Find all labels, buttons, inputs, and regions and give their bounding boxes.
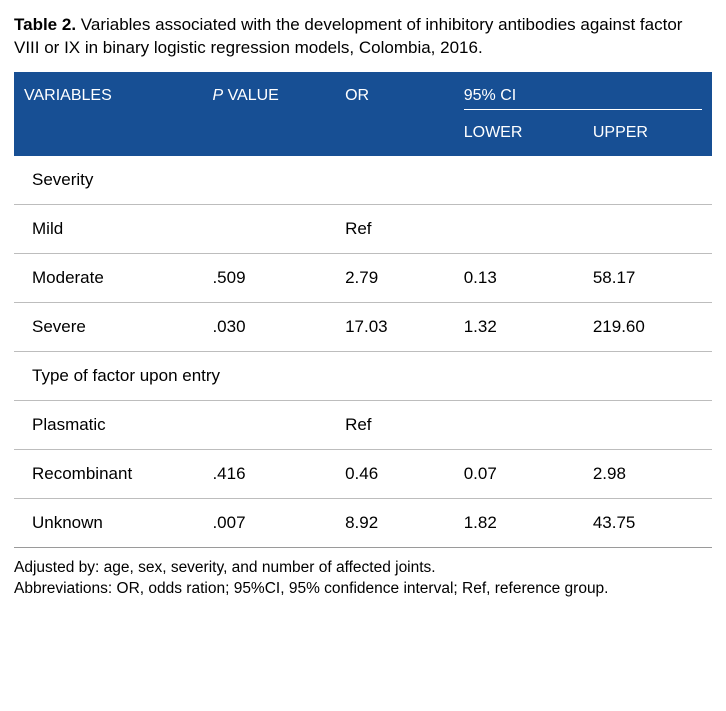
table-footnote: Adjusted by: age, sex, severity, and num… bbox=[14, 558, 712, 600]
footnote-line2: Abbreviations: OR, odds ration; 95%CI, 9… bbox=[14, 579, 712, 600]
table-container: VARIABLES P VALUE OR 95% CI LOWER UPPER … bbox=[14, 72, 712, 548]
cell-lo: 1.32 bbox=[454, 302, 583, 351]
cell-p: .416 bbox=[202, 449, 335, 498]
cell-p: .007 bbox=[202, 498, 335, 547]
caption-label: Table 2. bbox=[14, 15, 76, 34]
cell-variable: Plasmatic bbox=[14, 400, 202, 449]
table-caption: Table 2. Variables associated with the d… bbox=[14, 14, 712, 60]
table-row: Recombinant.4160.460.072.98 bbox=[14, 449, 712, 498]
cell-p bbox=[202, 400, 335, 449]
cell-variable: Unknown bbox=[14, 498, 202, 547]
cell-variable: Moderate bbox=[14, 253, 202, 302]
col-or: OR bbox=[335, 73, 454, 156]
col-pvalue: P VALUE bbox=[202, 73, 335, 156]
cell-variable: Recombinant bbox=[14, 449, 202, 498]
table-row: Mild Ref bbox=[14, 204, 712, 253]
cell-lo: 0.07 bbox=[454, 449, 583, 498]
cell-or: 2.79 bbox=[335, 253, 454, 302]
ci-rule bbox=[464, 109, 702, 110]
col-ci-upper: UPPER bbox=[583, 118, 712, 156]
col-ci-label: 95% CI bbox=[464, 87, 516, 104]
col-variables: VARIABLES bbox=[14, 73, 202, 156]
col-ci-lower: LOWER bbox=[454, 118, 583, 156]
table-row: Moderate.5092.790.1358.17 bbox=[14, 253, 712, 302]
cell-hi bbox=[583, 400, 712, 449]
table-row: Severity bbox=[14, 156, 712, 205]
cell-variable: Mild bbox=[14, 204, 202, 253]
table-row: Type of factor upon entry bbox=[14, 351, 712, 400]
table-header: VARIABLES P VALUE OR 95% CI LOWER UPPER bbox=[14, 73, 712, 156]
cell-p: .509 bbox=[202, 253, 335, 302]
p-italic: P bbox=[212, 87, 223, 104]
cell-or: Ref bbox=[335, 400, 454, 449]
cell-variable: Severe bbox=[14, 302, 202, 351]
section-label: Type of factor upon entry bbox=[14, 351, 712, 400]
cell-or: 8.92 bbox=[335, 498, 454, 547]
cell-lo: 1.82 bbox=[454, 498, 583, 547]
cell-p bbox=[202, 204, 335, 253]
cell-or: 17.03 bbox=[335, 302, 454, 351]
table-row: Severe.03017.031.32219.60 bbox=[14, 302, 712, 351]
footnote-line1: Adjusted by: age, sex, severity, and num… bbox=[14, 558, 712, 579]
cell-hi bbox=[583, 204, 712, 253]
cell-p: .030 bbox=[202, 302, 335, 351]
col-ci-group: 95% CI bbox=[454, 73, 712, 118]
cell-lo: 0.13 bbox=[454, 253, 583, 302]
cell-or: 0.46 bbox=[335, 449, 454, 498]
cell-hi: 2.98 bbox=[583, 449, 712, 498]
regression-table: VARIABLES P VALUE OR 95% CI LOWER UPPER … bbox=[14, 73, 712, 548]
table-row: Plasmatic Ref bbox=[14, 400, 712, 449]
section-label: Severity bbox=[14, 156, 712, 205]
caption-text: Variables associated with the developmen… bbox=[14, 15, 682, 57]
cell-lo bbox=[454, 204, 583, 253]
cell-lo bbox=[454, 400, 583, 449]
cell-hi: 43.75 bbox=[583, 498, 712, 547]
cell-hi: 219.60 bbox=[583, 302, 712, 351]
p-suffix: VALUE bbox=[223, 87, 279, 104]
cell-or: Ref bbox=[335, 204, 454, 253]
cell-hi: 58.17 bbox=[583, 253, 712, 302]
table-row: Unknown.0078.921.8243.75 bbox=[14, 498, 712, 547]
table-body: SeverityMildRefModerate.5092.790.1358.17… bbox=[14, 156, 712, 548]
